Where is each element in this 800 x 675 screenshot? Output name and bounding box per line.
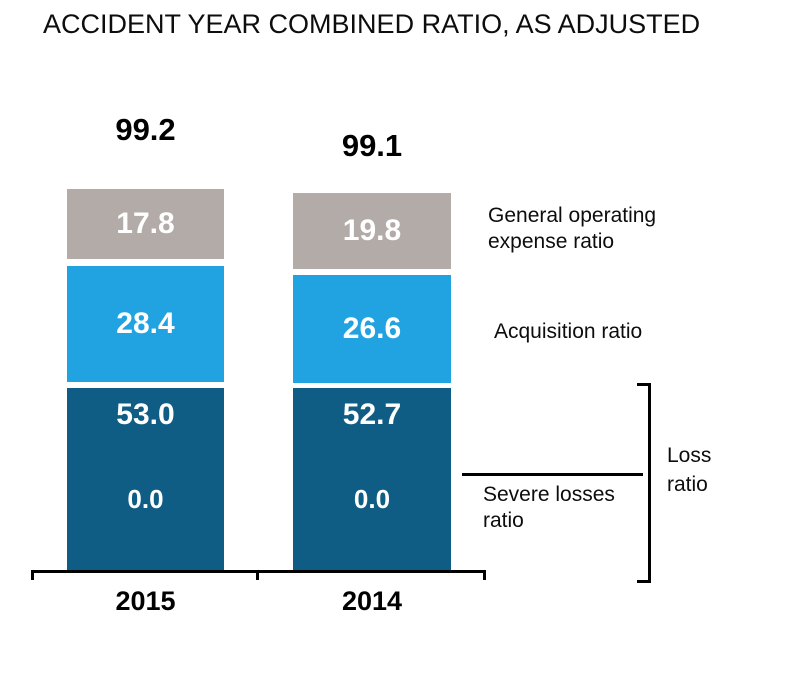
- general-operating-expense-ratio-label: General operating expense ratio: [488, 204, 657, 253]
- bar-2015-severe-losses-value: 0.0: [127, 484, 164, 514]
- bar-2014-acquisition-segment: 26.6: [293, 275, 451, 383]
- bar-2015-loss-value: 53.0: [116, 398, 175, 431]
- bar-2014-loss-segment: 52.7 0.0: [293, 388, 451, 570]
- loss-ratio-bracket: [648, 383, 651, 583]
- loss-ratio-bracket-top-arm: [637, 383, 651, 386]
- x-axis-tick-left: [31, 570, 34, 580]
- acquisition-ratio-label: Acquisition ratio: [494, 320, 643, 343]
- bar-2015-general-operating-segment: 17.8: [67, 189, 224, 259]
- bar-2014-loss-value: 52.7: [342, 398, 402, 431]
- severe-losses-pointer-line: [462, 473, 643, 476]
- category-label-2014: 2014: [341, 586, 403, 616]
- chart-title: ACCIDENT YEAR COMBINED RATIO, AS ADJUSTE…: [43, 9, 701, 39]
- bar-2015-acquisition-segment: 28.4: [67, 266, 224, 382]
- x-axis-tick-middle: [256, 570, 259, 580]
- severe-losses-ratio-label: Severe losses ratio: [483, 483, 615, 532]
- total-value-2015: 99.2: [115, 112, 176, 147]
- bar-2014-acquisition-value: 26.6: [342, 312, 402, 345]
- total-value-2014: 99.1: [341, 128, 403, 163]
- x-axis-tick-right: [483, 570, 486, 580]
- bar-2014-general-operating-segment: 19.8: [293, 193, 451, 269]
- bar-2015-general-operating-value: 17.8: [116, 207, 175, 240]
- bar-2014-general-operating-value: 19.8: [342, 214, 402, 247]
- category-label-2015: 2015: [115, 586, 176, 616]
- bar-2014-severe-losses-value: 0.0: [353, 484, 391, 514]
- bar-2015-acquisition-value: 28.4: [116, 307, 175, 340]
- bar-2015-loss-segment: 53.0 0.0: [67, 388, 224, 570]
- loss-ratio-bracket-bottom-arm: [637, 580, 651, 583]
- loss-ratio-label: Loss ratio: [667, 444, 712, 496]
